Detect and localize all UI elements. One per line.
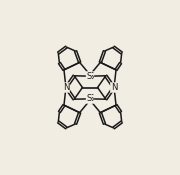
Text: S: S [89, 94, 94, 103]
Text: N: N [63, 83, 69, 92]
Text: N: N [111, 83, 117, 92]
Text: N: N [111, 83, 117, 92]
Text: N: N [63, 83, 69, 92]
Text: S: S [86, 94, 91, 103]
Text: S: S [89, 72, 94, 81]
Text: S: S [86, 72, 91, 81]
